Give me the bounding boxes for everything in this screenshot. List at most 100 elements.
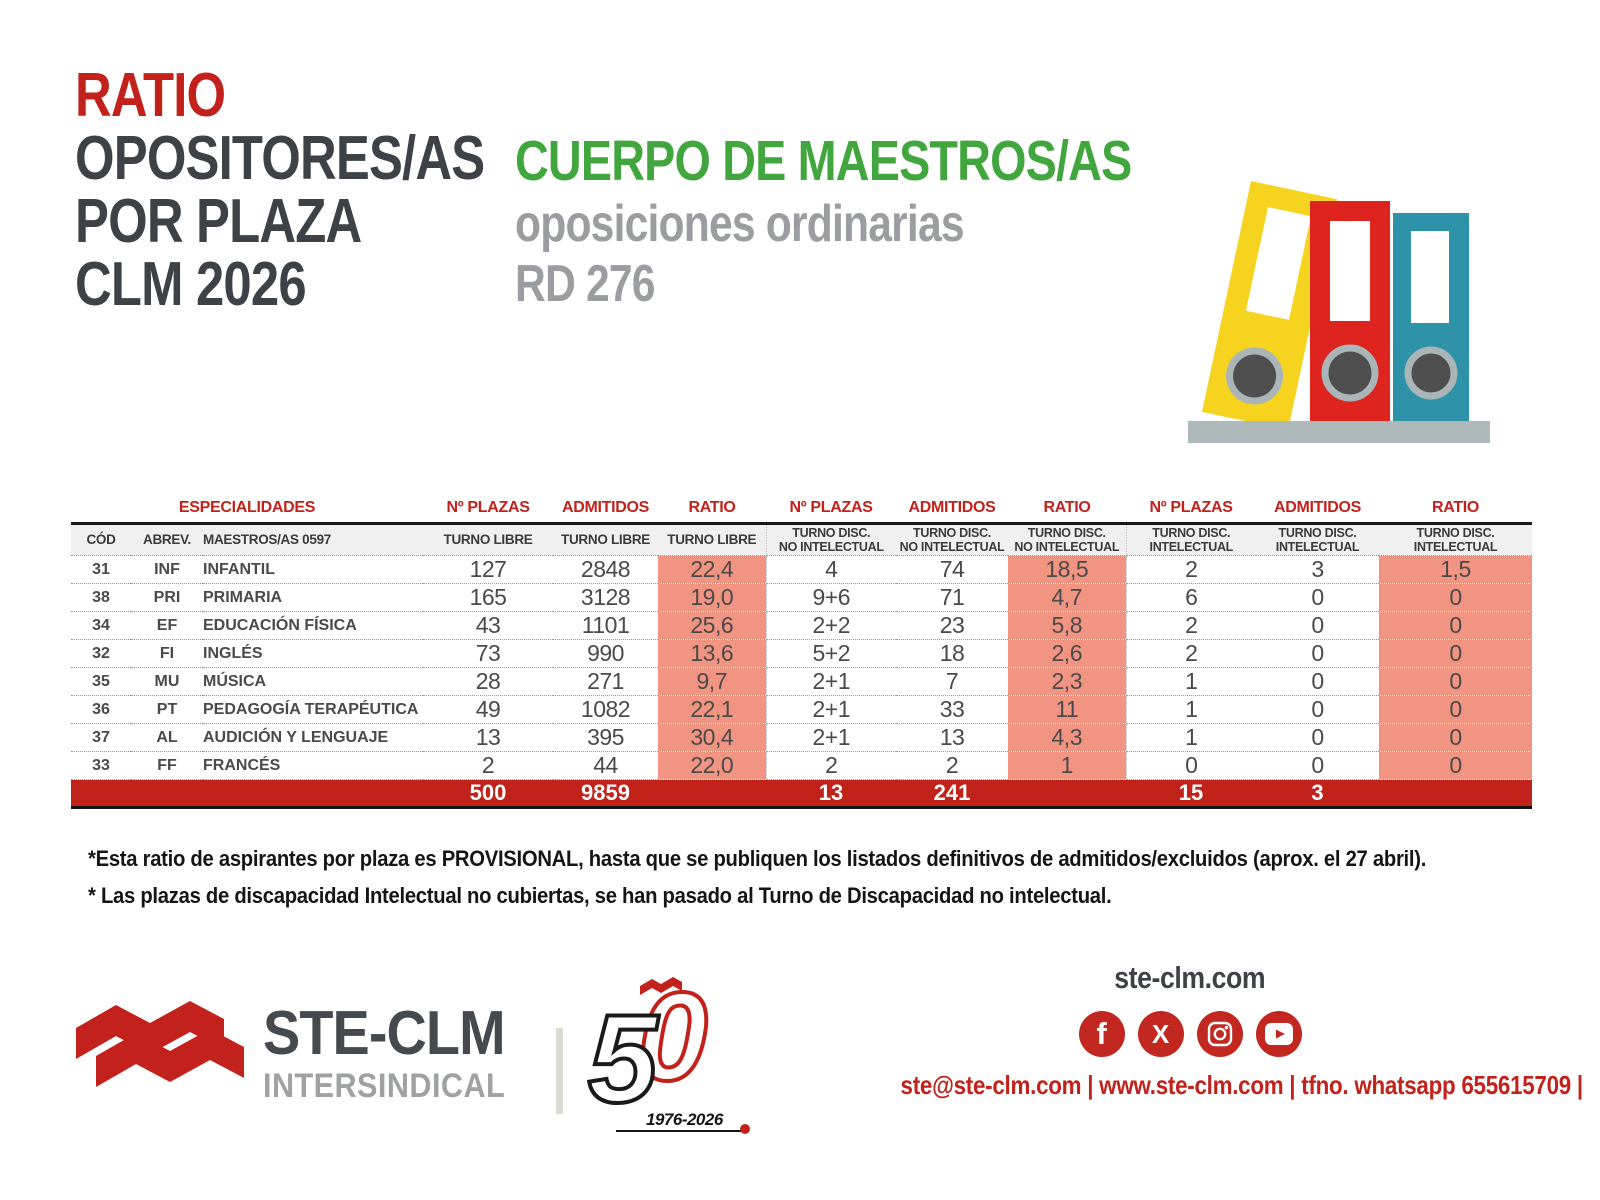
cell-abrev: EF bbox=[131, 611, 203, 640]
cell-plazas-dni: 5+2 bbox=[766, 639, 897, 668]
subtitle-block: CUERPO DE MAESTROS/AS oposiciones ordina… bbox=[515, 128, 1267, 314]
subheader-plazas-tl: TURNO LIBRE bbox=[423, 523, 554, 556]
col-group-ratio-disc-no-intelectual: RATIO bbox=[1008, 497, 1127, 525]
footer-divider bbox=[556, 1028, 563, 1114]
youtube-icon bbox=[1255, 1011, 1302, 1057]
cell-ratio-di: 0 bbox=[1379, 723, 1533, 752]
table-row: 37 AL AUDICIÓN Y LENGUAJE 13 395 30,4 2+1 13 4,3… bbox=[71, 723, 1533, 752]
table-subheader-row: CÓD ABREV. MAESTROS/AS 0597 TURNO LIBRE TURN… bbox=[71, 523, 1533, 556]
cell-plazas-di: 2 bbox=[1126, 639, 1257, 668]
subheader-plazas-di: TURNO DISC. INTELECTUAL bbox=[1126, 523, 1257, 556]
footer-contact-block: ste-clm.com f X ste@ste-clm.com | www.st… bbox=[845, 960, 1584, 1101]
cell-plazas-di: 1 bbox=[1126, 667, 1257, 696]
subtitle-line-3: RD 276 bbox=[515, 255, 655, 313]
cell-ratio-dni: 5,8 bbox=[1008, 611, 1127, 640]
cell-cod: 37 bbox=[71, 723, 131, 752]
fifty-dot bbox=[740, 1124, 750, 1134]
org-name-block: STE-CLM INTERSINDICAL bbox=[263, 1003, 532, 1105]
binders-illustration bbox=[1188, 181, 1490, 443]
col-group-ratio-disc-intelectual: RATIO bbox=[1379, 497, 1533, 525]
cell-admitidos-di: 0 bbox=[1256, 667, 1380, 696]
cell-plazas-dni: 2+1 bbox=[766, 695, 897, 724]
cell-admitidos-dni: 23 bbox=[896, 611, 1009, 640]
cell-ratio-di: 0 bbox=[1379, 611, 1533, 640]
cell-ratio-di: 0 bbox=[1379, 639, 1533, 668]
cell-ratio-tl: 13,6 bbox=[658, 639, 767, 668]
fifty-five-digit: 5 bbox=[586, 988, 660, 1131]
col-group-admitidos-disc-no-intelectual: ADMITIDOS bbox=[896, 497, 1009, 525]
cell-admitidos-tl: 1101 bbox=[553, 611, 659, 640]
contact-line: ste@ste-clm.com | www.ste-clm.com | tfno… bbox=[900, 1070, 1584, 1100]
cell-ratio-di: 0 bbox=[1379, 583, 1533, 612]
cell-abrev: FF bbox=[131, 751, 203, 780]
cell-admitidos-dni: 71 bbox=[896, 583, 1009, 612]
totals-value bbox=[1008, 779, 1127, 809]
cell-plazas-dni: 9+6 bbox=[766, 583, 897, 612]
ste-flag-logo bbox=[76, 1001, 244, 1087]
cell-plazas-dni: 2+1 bbox=[766, 667, 897, 696]
cell-admitidos-dni: 7 bbox=[896, 667, 1009, 696]
cell-admitidos-tl: 44 bbox=[553, 751, 659, 780]
cell-abrev: MU bbox=[131, 667, 203, 696]
title-line-2: POR PLAZA bbox=[75, 187, 362, 256]
subheader-admitidos-dni: TURNO DISC. NO INTELECTUAL bbox=[896, 523, 1009, 556]
totals-value: 9859 bbox=[553, 779, 659, 809]
cell-plazas-dni: 2 bbox=[766, 751, 897, 780]
cell-plazas-dni: 2+2 bbox=[766, 611, 897, 640]
cell-ratio-di: 0 bbox=[1379, 667, 1533, 696]
page-title: RATIO OPOSITORES/AS POR PLAZA CLM 2026 bbox=[75, 64, 574, 316]
cell-cod: 32 bbox=[71, 639, 131, 668]
totals-value: 13 bbox=[766, 779, 897, 809]
totals-value: 15 bbox=[1126, 779, 1257, 809]
footnote-1: *Esta ratio de aspirantes por plaza es P… bbox=[88, 846, 1427, 871]
col-group-especialidades: ESPECIALIDADES bbox=[71, 497, 424, 525]
footnotes: *Esta ratio de aspirantes por plaza es P… bbox=[88, 840, 1542, 914]
totals-value bbox=[658, 779, 767, 809]
subtitle-heading: CUERPO DE MAESTROS/AS bbox=[515, 129, 1132, 193]
cell-especialidad: PEDAGOGÍA TERAPÉUTICA bbox=[203, 695, 424, 724]
fifty-underline bbox=[616, 1130, 742, 1132]
cell-plazas-di: 1 bbox=[1126, 695, 1257, 724]
shelf bbox=[1188, 421, 1490, 443]
cell-ratio-dni: 18,5 bbox=[1008, 555, 1127, 584]
red-binder bbox=[1310, 201, 1390, 421]
website-url: ste-clm.com bbox=[1114, 960, 1266, 995]
cell-ratio-tl: 9,7 bbox=[658, 667, 767, 696]
col-group-admitidos-disc-intelectual: ADMITIDOS bbox=[1256, 497, 1380, 525]
cell-ratio-dni: 4,3 bbox=[1008, 723, 1127, 752]
totals-value bbox=[1379, 779, 1533, 809]
cell-plazas-di: 2 bbox=[1126, 611, 1257, 640]
cell-ratio-tl: 22,4 bbox=[658, 555, 767, 584]
totals-value: 500 bbox=[423, 779, 554, 809]
cell-admitidos-tl: 1082 bbox=[553, 695, 659, 724]
cell-especialidad: INFANTIL bbox=[203, 555, 424, 584]
cell-plazas-tl: 127 bbox=[423, 555, 554, 584]
cell-admitidos-tl: 2848 bbox=[553, 555, 659, 584]
cell-cod: 38 bbox=[71, 583, 131, 612]
org-subname: INTERSINDICAL bbox=[263, 1067, 506, 1105]
table-row: 31 INF INFANTIL 127 2848 22,4 4 74 18,5 2 3 1,5 bbox=[71, 555, 1533, 584]
cell-admitidos-tl: 271 bbox=[553, 667, 659, 696]
cell-plazas-tl: 73 bbox=[423, 639, 554, 668]
col-group-ratio-turno-libre: RATIO bbox=[658, 497, 767, 525]
cell-plazas-di: 2 bbox=[1126, 555, 1257, 584]
cell-ratio-dni: 1 bbox=[1008, 751, 1127, 780]
cell-admitidos-dni: 18 bbox=[896, 639, 1009, 668]
teal-binder bbox=[1393, 213, 1469, 421]
title-line-1: OPOSITORES/AS bbox=[75, 124, 485, 193]
cell-cod: 35 bbox=[71, 667, 131, 696]
cell-abrev: INF bbox=[131, 555, 203, 584]
cell-plazas-dni: 4 bbox=[766, 555, 897, 584]
cell-plazas-tl: 165 bbox=[423, 583, 554, 612]
social-icons-row: f X bbox=[845, 1011, 1535, 1057]
subheader-ratio-tl: TURNO LIBRE bbox=[658, 523, 767, 556]
title-line-3: CLM 2026 bbox=[75, 250, 307, 319]
cell-admitidos-di: 0 bbox=[1256, 583, 1380, 612]
cell-ratio-di: 0 bbox=[1379, 695, 1533, 724]
fifty-anniversary-logo: 0 5 1976-2026 bbox=[586, 966, 758, 1134]
cell-plazas-tl: 28 bbox=[423, 667, 554, 696]
cell-cod: 34 bbox=[71, 611, 131, 640]
footnote-2: * Las plazas de discapacidad Intelectual… bbox=[88, 883, 1112, 908]
cell-admitidos-di: 0 bbox=[1256, 723, 1380, 752]
table-row: 33 FF FRANCÉS 2 44 22,0 2 2 1 0 0 0 bbox=[71, 751, 1533, 780]
